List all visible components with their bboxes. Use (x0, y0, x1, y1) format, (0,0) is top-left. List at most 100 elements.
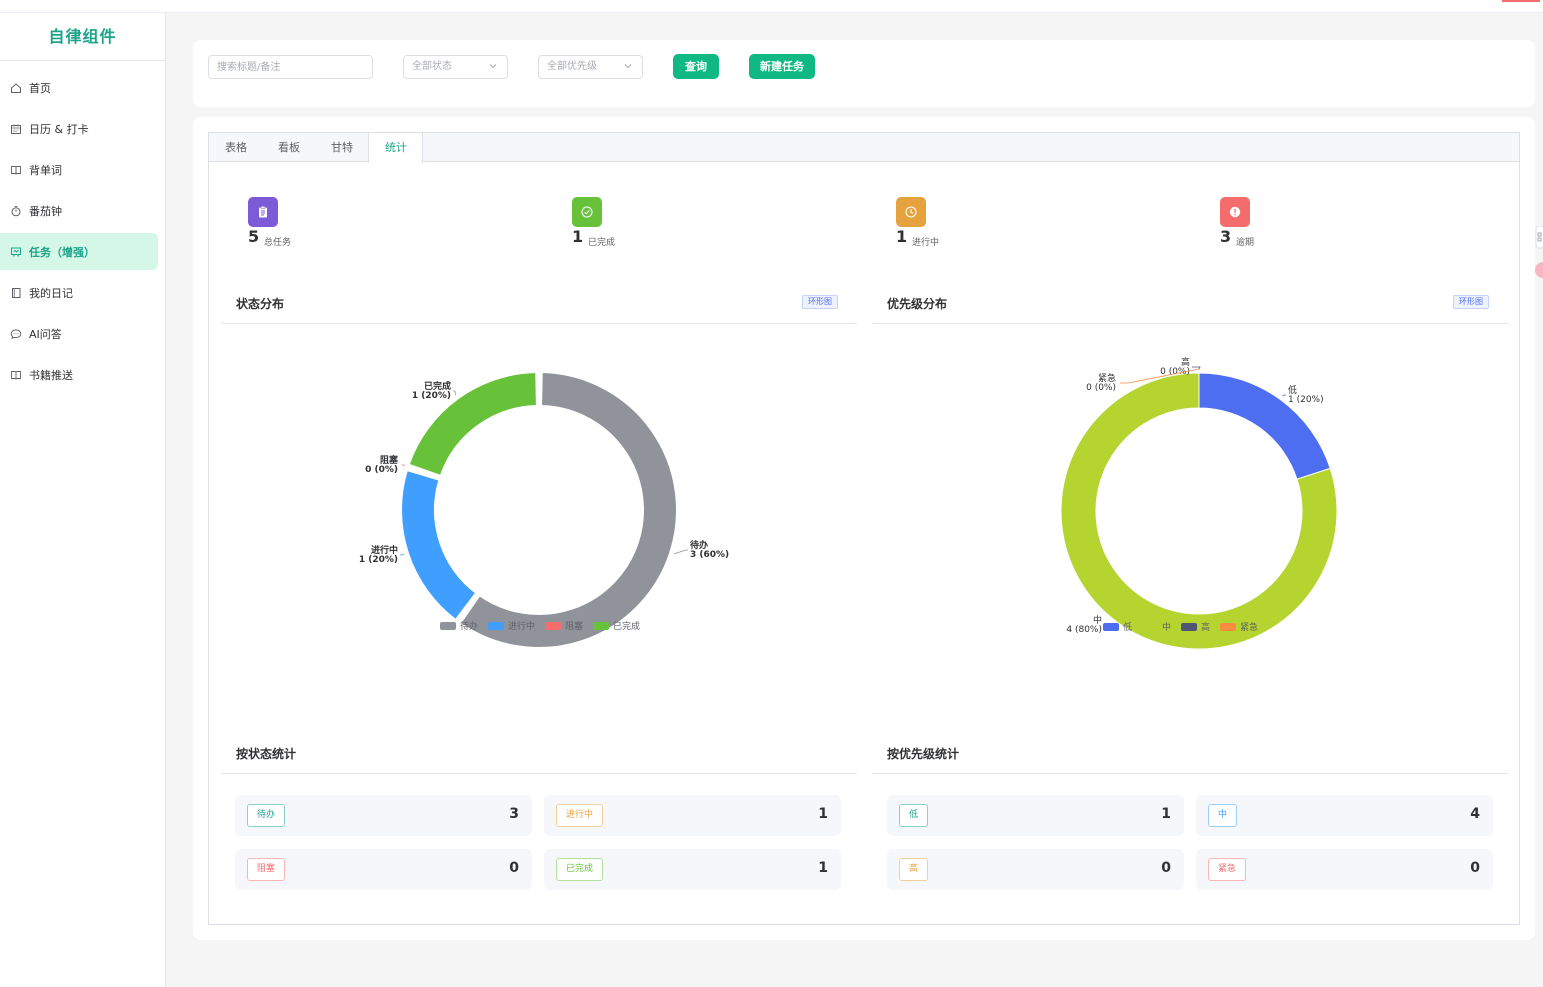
status-donut-chart: 待办3 (60%)进行中1 (20%)阻塞0 (0%)已完成1 (20%)待办进… (359, 371, 729, 649)
sidebar-item-1[interactable]: 日历 & 打卡 (0, 110, 158, 147)
sidebar-item-label: 任务（增强） (29, 245, 95, 259)
kpi-label: 总任务 (264, 238, 292, 248)
legend-swatch[interactable] (1103, 623, 1119, 631)
slice-label-name: 紧急 (1098, 372, 1116, 384)
stat-count: 1 (1161, 806, 1171, 822)
slice-label-value: 1 (20%) (1288, 395, 1324, 405)
sidebar-item-label: 书籍推送 (29, 368, 73, 382)
stat-count: 4 (1470, 806, 1480, 822)
status-badge: 中 (1208, 804, 1238, 827)
slice-label-name: 已完成 (424, 380, 451, 392)
slice-label-value: 3 (60%) (690, 550, 729, 560)
legend-swatch[interactable] (1142, 623, 1158, 631)
legend-label[interactable]: 紧急 (1240, 621, 1258, 633)
sidebar-item-2[interactable]: 背单词 (0, 151, 158, 188)
priority-chart-type-chip[interactable]: 环形图 (1453, 295, 1489, 309)
notebook-icon (10, 287, 22, 299)
status-chart-title: 状态分布 (236, 297, 285, 311)
status-badge: 待办 (247, 804, 286, 827)
sidebar-item-5[interactable]: 我的日记 (0, 274, 158, 311)
status-badge: 高 (899, 858, 929, 881)
stat-box: 已完成 1 (544, 849, 841, 890)
legend-swatch[interactable] (1220, 623, 1236, 631)
clock-icon (896, 197, 926, 227)
status-select[interactable]: 全部状态 (403, 55, 508, 79)
slice-label-value: 1 (20%) (412, 391, 451, 401)
priority-stats-title: 按优先级统计 (887, 747, 960, 761)
new-task-button[interactable]: 新建任务 (749, 54, 815, 79)
task-icon (10, 246, 22, 258)
kpi-label: 已完成 (588, 238, 616, 248)
priority-select[interactable]: 全部优先级 (538, 55, 643, 79)
slice-label-value: 0 (0%) (365, 465, 398, 475)
donut-slice[interactable] (1198, 372, 1331, 480)
donut-slice[interactable] (1060, 372, 1338, 650)
sidebar-item-label: 首页 (29, 81, 51, 95)
donut-slice[interactable] (459, 371, 678, 649)
stat-count: 1 (818, 806, 828, 822)
query-button[interactable]: 查询 (673, 54, 719, 79)
sidebar-item-3[interactable]: 番茄钟 (0, 192, 158, 229)
legend-label[interactable]: 待办 (460, 620, 478, 632)
legend-label[interactable]: 低 (1123, 621, 1132, 633)
legend-label[interactable]: 阻塞 (565, 620, 583, 632)
label-leader-line (1282, 394, 1286, 397)
status-badge: 进行中 (556, 804, 604, 827)
priority-donut-chart: 低1 (20%)中4 (80%)高0 (0%)紧急0 (0%)低中高紧急 (1060, 356, 1338, 650)
floating-toolbar[interactable] (1535, 226, 1543, 286)
divider (221, 773, 857, 774)
sidebar-item-4[interactable]: 任务（增强） (0, 233, 158, 270)
legend-swatch[interactable] (488, 622, 504, 630)
search-field[interactable] (208, 55, 373, 79)
slice-label-value: 0 (0%) (1086, 383, 1116, 393)
kpi-value: 1 (896, 227, 908, 246)
kpi-value: 3 (1220, 227, 1232, 246)
chat-icon (10, 328, 22, 340)
tab-0[interactable]: 表格 (225, 141, 247, 154)
status-badge: 紧急 (1208, 858, 1247, 881)
timer-icon (10, 205, 22, 217)
chevron-down-icon (624, 64, 632, 69)
stat-box: 进行中 1 (544, 795, 841, 836)
sidebar-item-label: 日历 & 打卡 (29, 122, 89, 136)
status-badge: 阻塞 (247, 858, 286, 881)
donut-slice[interactable] (407, 371, 538, 477)
divider (872, 323, 1508, 324)
legend-swatch[interactable] (1181, 623, 1197, 631)
label-leader-line (453, 390, 456, 396)
donut-slice[interactable] (400, 468, 478, 621)
sidebar-item-7[interactable]: 书籍推送 (0, 356, 158, 393)
book-icon (10, 164, 22, 176)
tab-1[interactable]: 看板 (278, 141, 300, 154)
sidebar-item-0[interactable]: 首页 (0, 69, 158, 106)
stat-box: 待办 3 (235, 795, 532, 836)
sidebar-item-6[interactable]: AI问答 (0, 315, 158, 352)
legend-label[interactable]: 中 (1162, 621, 1171, 633)
legend-label[interactable]: 进行中 (508, 620, 535, 632)
stat-count: 0 (1161, 860, 1171, 876)
priority-select-placeholder: 全部优先级 (547, 61, 597, 72)
legend-swatch[interactable] (593, 622, 609, 630)
chevron-down-icon (489, 64, 497, 69)
legend-label[interactable]: 高 (1201, 621, 1210, 633)
legend-label[interactable]: 已完成 (613, 620, 640, 632)
alert-icon (1220, 197, 1250, 227)
app-title: 自律组件 (0, 13, 165, 61)
status-chart-type-chip[interactable]: 环形图 (802, 295, 838, 309)
top-bar-marker (1502, 0, 1540, 2)
tab-3[interactable]: 统计 (368, 133, 423, 163)
legend-swatch[interactable] (440, 622, 456, 630)
kpi-card: 1 已完成 (548, 197, 748, 249)
stat-count: 0 (509, 860, 519, 876)
label-leader-line (1120, 368, 1200, 384)
search-input[interactable] (217, 56, 364, 78)
sidebar-item-label: AI问答 (29, 327, 62, 341)
tab-bar: 表格 看板 甘特 统计 (209, 133, 1519, 163)
legend-swatch[interactable] (545, 622, 561, 630)
tab-2[interactable]: 甘特 (331, 141, 353, 154)
kpi-label: 进行中 (912, 238, 940, 248)
kpi-card: 1 进行中 (872, 197, 1072, 249)
filter-bar: 全部状态 全部优先级 查询 新建任务 (193, 40, 1535, 107)
stat-count: 3 (509, 806, 519, 822)
